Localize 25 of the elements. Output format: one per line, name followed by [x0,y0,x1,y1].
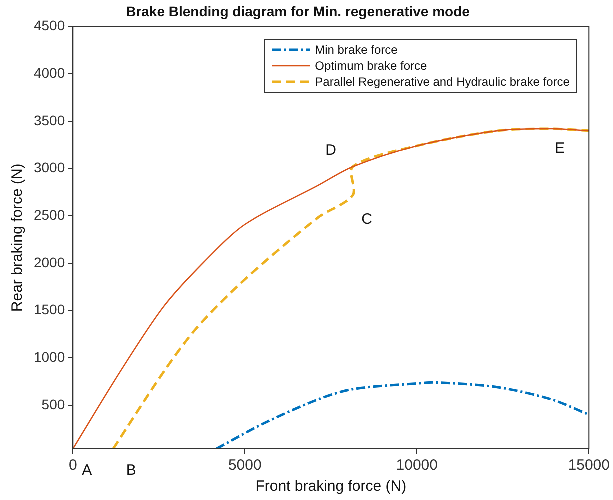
annotation: C [362,210,373,228]
annotation: D [326,142,337,159]
y-tick-label: 3500 [34,112,66,128]
annotation: A [82,462,92,480]
legend-label: Min brake force [315,42,398,57]
y-tick-label: 4000 [34,64,66,81]
annotation: E [555,140,566,158]
y-axis-title: Rear braking force (N) [9,164,26,312]
y-tick-label: 500 [42,396,66,412]
x-tick-label: 10000 [396,457,438,474]
y-tick-label: 2500 [34,206,66,223]
line-series [215,381,590,449]
x-axis-title: Front braking force (N) [256,478,407,496]
chart-title: Brake Blending diagram for Min. regenerative mode [126,3,470,20]
x-tick-label: 15000 [568,457,610,474]
x-tick-label: 5000 [228,457,262,474]
y-tick-label: 1000 [34,348,66,365]
y-tick-label: 4500 [34,18,66,34]
y-tick-label: 1500 [34,302,66,318]
legend-label: Optimum brake force [315,58,428,73]
y-tick-label: 3000 [34,160,66,176]
legend-label: Parallel Regenerative and Hydraulic brake force [315,74,570,89]
x-tick-label: 0 [68,457,78,474]
annotation: B [126,462,136,480]
y-tick-label: 2000 [34,254,66,270]
